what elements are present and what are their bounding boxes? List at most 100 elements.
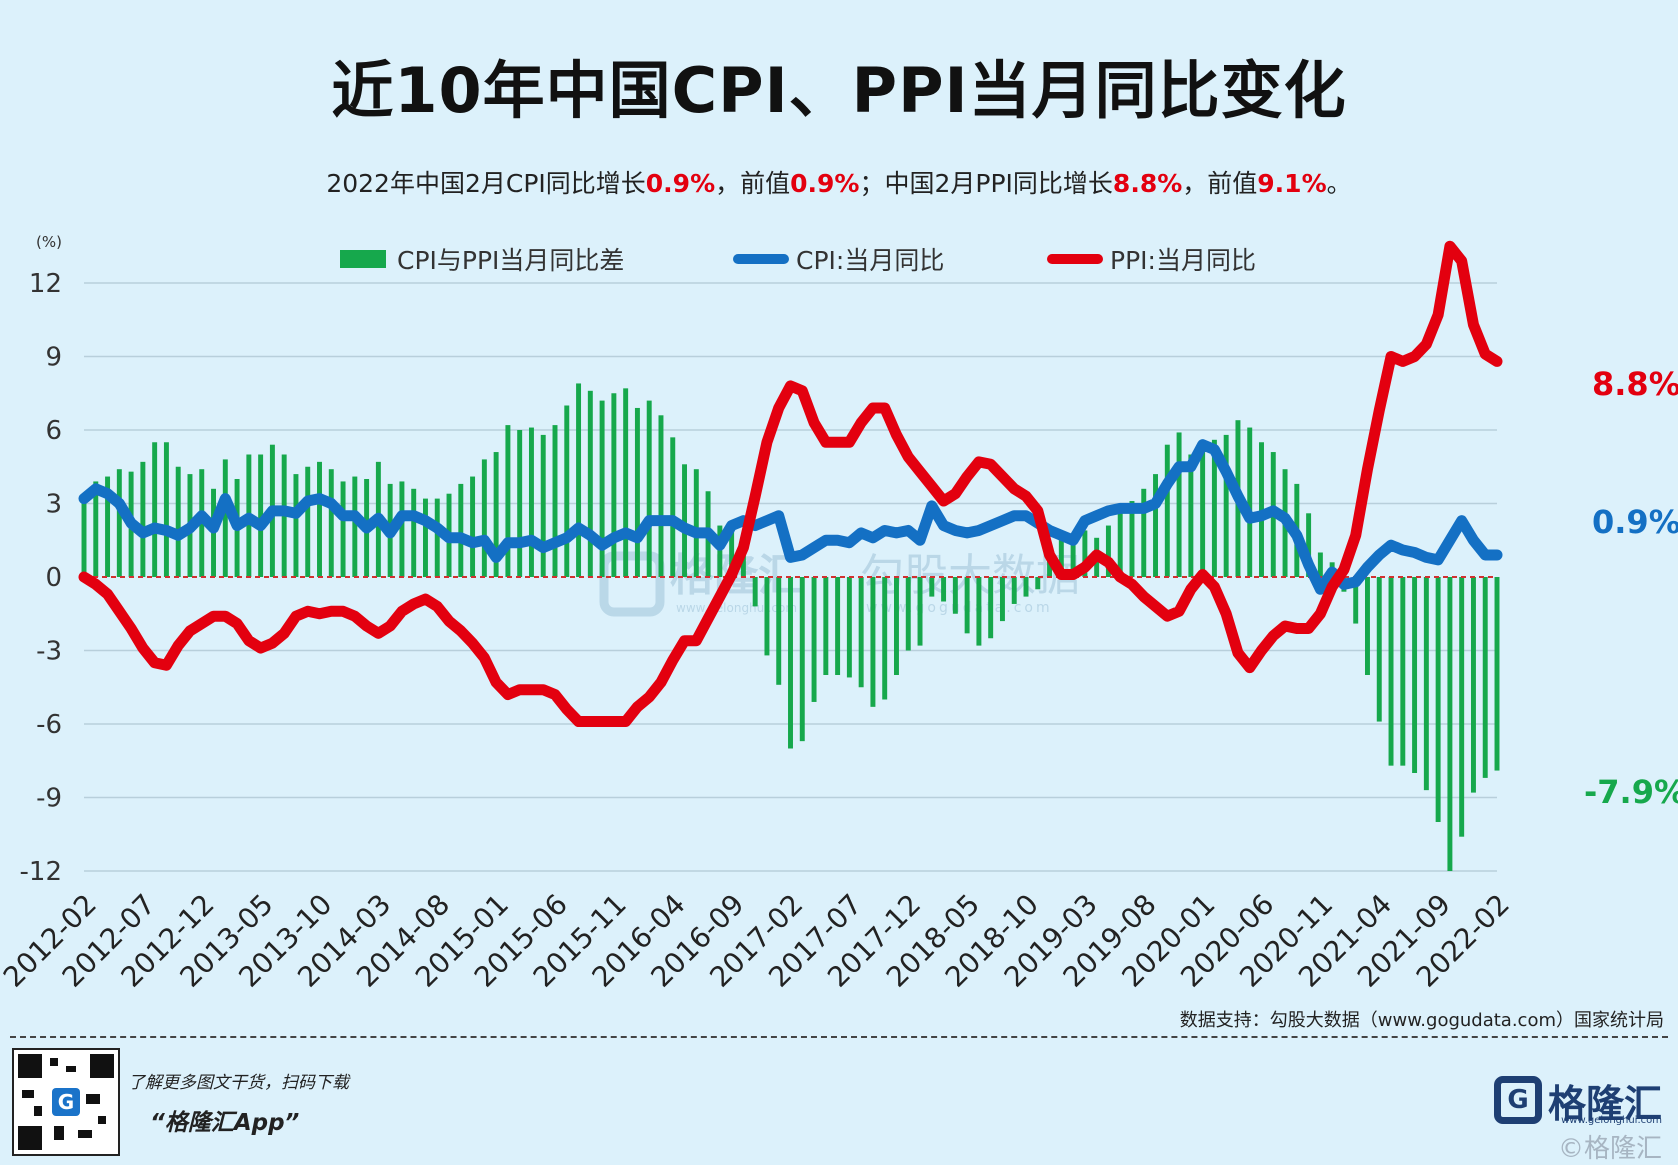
series-lines — [78, 240, 1503, 728]
watermark-right-url: www.gogudata.com — [866, 600, 1053, 616]
y-unit-label: (%) — [36, 233, 62, 251]
diff-bar — [1082, 530, 1088, 577]
diff-bar — [941, 577, 947, 602]
ppi-end-label: 8.8% — [1592, 365, 1678, 403]
legend-swatch-diff — [340, 250, 386, 268]
y-tick-label: 9 — [45, 343, 62, 373]
diff-bar — [1011, 577, 1017, 604]
diff-bar — [152, 442, 158, 577]
diff-bar — [764, 577, 770, 656]
cpi-ppi-chart: 格隆汇www.gelonghui.com勾股大数据www.gogudata.co… — [0, 233, 1678, 994]
footer-app-name: “格隆汇App” — [150, 1110, 300, 1136]
footer-divider — [10, 1036, 1668, 1038]
diff-bar — [846, 577, 852, 678]
brand-url: www.gelonghui.com — [1561, 1115, 1662, 1126]
diff-bar — [1035, 577, 1041, 590]
diff-bar — [1247, 427, 1253, 577]
diff-bar — [788, 577, 793, 749]
diff-bar — [1376, 577, 1382, 722]
diff-bar — [458, 483, 464, 577]
x-axis: 2012-022012-072012-122013-052013-102014-… — [0, 888, 1516, 994]
diff-bar — [540, 434, 546, 577]
y-tick-label: -9 — [36, 784, 62, 814]
diff-bar — [1388, 577, 1394, 766]
y-tick-label: -3 — [36, 637, 62, 667]
diff-bar — [1223, 434, 1229, 577]
qr-code[interactable]: G — [12, 1048, 120, 1156]
diff-bar — [505, 425, 511, 577]
diff-bar — [587, 390, 593, 577]
diff-bar — [1259, 442, 1264, 577]
diff-bar — [964, 577, 970, 634]
diff-bar — [175, 466, 181, 577]
diff-bar — [729, 528, 735, 577]
footer-cta: 了解更多图文干货，扫码下载 — [128, 1073, 349, 1093]
diff-bar — [740, 550, 746, 577]
diff-end-label: -7.9% — [1584, 773, 1678, 811]
end-labels: 8.8% 0.9% -7.9% — [1584, 365, 1678, 811]
diff-bar — [1188, 454, 1194, 577]
watermark: 格隆汇www.gelonghui.com勾股大数据www.gogudata.co… — [599, 550, 1080, 617]
diff-bar — [752, 577, 758, 607]
diff-bar — [222, 459, 228, 577]
diff-bar — [140, 461, 146, 577]
diff-bar — [1482, 577, 1488, 778]
brand-logo-icon: G — [1493, 1076, 1542, 1124]
brand-logo: G 格隆汇 — [1493, 1072, 1662, 1128]
diff-bar — [858, 577, 864, 688]
diff-bar — [1447, 577, 1453, 871]
diff-bar — [717, 525, 723, 577]
diff-bar — [1129, 501, 1135, 577]
bottom-watermark: ©格隆汇 — [1557, 1134, 1662, 1164]
diff-bar — [1105, 525, 1111, 577]
diff-bar — [976, 577, 982, 646]
diff-bar — [517, 430, 523, 577]
diff-bar — [434, 498, 440, 577]
diff-bar — [1141, 488, 1147, 577]
diff-bar — [1117, 508, 1123, 577]
diff-bar — [905, 577, 911, 651]
diff-bar — [293, 474, 299, 577]
diff-bar — [929, 577, 935, 597]
diff-bar — [1176, 432, 1182, 577]
diff-bar — [399, 481, 405, 577]
diff-bar — [917, 577, 923, 646]
diff-bar — [1435, 577, 1441, 822]
diff-bar — [576, 383, 582, 577]
diff-bar — [163, 442, 169, 577]
brand-name: 格隆汇 — [1547, 1081, 1662, 1126]
diff-bar — [1459, 577, 1465, 837]
diff-bar — [999, 577, 1005, 622]
diff-bar — [799, 577, 805, 742]
diff-bar — [599, 400, 605, 577]
ppi-line — [78, 240, 1503, 728]
legend-label-diff: CPI与PPI当月同比差 — [397, 246, 624, 275]
diff-bar — [1023, 577, 1029, 597]
diff-bar — [811, 577, 817, 702]
diff-bar — [564, 405, 570, 577]
diff-bar — [81, 498, 87, 577]
diff-bar — [481, 459, 487, 577]
chart-subtitle: 2022年中国2月CPI同比增长0.9%，前值0.9%；中国2月PPI同比增长8… — [326, 169, 1352, 198]
diff-bar — [952, 577, 958, 614]
diff-bar — [870, 577, 876, 707]
diff-bar — [1153, 474, 1158, 577]
diff-bar — [328, 469, 334, 577]
diff-bar — [1400, 577, 1406, 766]
diff-bar — [493, 452, 499, 577]
diff-bar — [1070, 542, 1076, 577]
cpi-end-label: 0.9% — [1592, 503, 1678, 541]
diff-bar — [1317, 552, 1323, 577]
diff-bar — [528, 427, 534, 577]
diff-bar — [305, 466, 311, 577]
diff-bar — [1423, 577, 1429, 791]
diff-bar — [658, 415, 664, 577]
diff-bar — [116, 469, 122, 577]
diff-bar — [105, 476, 111, 577]
legend-label-ppi: PPI:当月同比 — [1110, 246, 1256, 275]
diff-bar — [835, 577, 841, 675]
y-tick-label: 3 — [45, 490, 62, 520]
diff-bar — [1211, 439, 1217, 577]
diff-bar — [646, 400, 652, 577]
diff-bar — [1365, 577, 1370, 675]
